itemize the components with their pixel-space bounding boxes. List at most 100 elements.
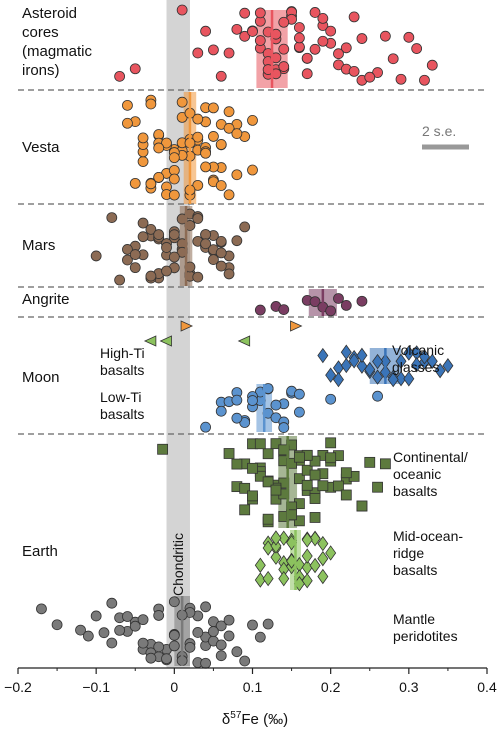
- annotation-line: Continental/: [393, 449, 468, 465]
- data-point: [309, 43, 321, 55]
- annotation-label: Low-Ti basalts: [100, 389, 144, 422]
- data-point: [223, 448, 235, 459]
- x-tick-label: 0: [170, 679, 178, 695]
- data-point: [372, 353, 384, 370]
- data-point: [137, 614, 149, 626]
- data-point: [231, 458, 243, 470]
- data-point: [184, 641, 196, 653]
- data-point: [293, 41, 305, 53]
- data-point: [192, 271, 204, 283]
- data-point: [208, 626, 219, 637]
- data-point: [192, 131, 204, 143]
- data-point: [325, 393, 337, 405]
- data-point: [215, 139, 227, 150]
- data-point: [317, 550, 329, 567]
- data-point: [137, 637, 149, 649]
- data-point: [208, 254, 219, 266]
- annotation-line: Mid-ocean-: [393, 528, 463, 544]
- separators-layer: [18, 89, 487, 435]
- data-point: [278, 530, 290, 546]
- group-label-line: Asteroid: [22, 5, 77, 22]
- data-point: [239, 7, 251, 19]
- data-point: [176, 96, 188, 108]
- data-point: [254, 438, 266, 450]
- data-point: [348, 11, 360, 23]
- group-label: Vesta: [22, 139, 60, 156]
- data-point: [208, 102, 219, 114]
- data-point: [215, 235, 227, 247]
- data-point: [395, 353, 407, 369]
- data-point: [75, 624, 86, 636]
- data-point: [223, 47, 235, 59]
- data-point: [270, 484, 282, 496]
- annotation-line: basalts: [100, 362, 144, 378]
- data-point: [122, 611, 133, 622]
- data-point: [372, 390, 383, 402]
- data-point: [223, 268, 235, 280]
- data-point: [270, 538, 282, 554]
- data-point: [114, 274, 126, 286]
- data-point: [395, 73, 407, 85]
- data-point: [356, 33, 368, 44]
- data-point: [309, 493, 321, 504]
- data-point: [325, 545, 337, 561]
- data-point: [340, 42, 352, 54]
- data-point: [192, 113, 204, 125]
- data-point: [309, 530, 321, 547]
- data-point: [200, 238, 212, 250]
- data-point: [168, 152, 180, 164]
- data-point: [215, 70, 227, 82]
- data-point: [82, 630, 94, 642]
- data-point: [223, 189, 235, 201]
- data-point: [106, 637, 118, 649]
- data-point: [129, 249, 141, 260]
- data-point: [301, 52, 313, 64]
- data-point: [153, 171, 165, 183]
- data-point: [200, 657, 212, 669]
- data-point: [348, 353, 360, 369]
- data-point: [161, 137, 172, 149]
- mean-bars-layer: [180, 10, 387, 666]
- data-point: [157, 443, 169, 455]
- data-point: [317, 13, 329, 24]
- x-tick-label: −0.1: [82, 679, 110, 695]
- data-point: [137, 231, 149, 243]
- data-point: [239, 482, 251, 494]
- group-label-line: Mars: [22, 237, 55, 254]
- data-point: [270, 438, 282, 450]
- data-point: [200, 229, 212, 240]
- data-point: [98, 627, 110, 639]
- data-point: [364, 456, 376, 468]
- data-point: [129, 177, 141, 189]
- annotation-line: High-Ti: [100, 345, 145, 361]
- data-point: [340, 344, 352, 360]
- data-point: [239, 221, 251, 233]
- data-point: [122, 254, 133, 266]
- group-label-line: Angrite: [22, 291, 70, 308]
- data-point: [270, 530, 282, 546]
- data-point: [168, 173, 180, 185]
- data-point: [301, 573, 313, 589]
- data-point: [254, 304, 266, 316]
- data-point: [208, 131, 219, 142]
- data-point: [231, 412, 243, 424]
- data-point: [442, 358, 454, 374]
- x-tick-label: 0.3: [399, 679, 419, 695]
- data-point: [161, 653, 172, 665]
- data-point: [215, 180, 227, 191]
- data-point: [426, 59, 438, 71]
- data-point: [114, 624, 126, 636]
- group-label-line: (magmatic: [22, 43, 93, 60]
- data-point: [317, 535, 329, 552]
- data-point: [364, 361, 376, 378]
- data-point: [262, 448, 274, 460]
- group-label-line: Earth: [22, 543, 58, 560]
- data-point: [145, 98, 157, 110]
- data-point: [129, 63, 141, 75]
- data-point: [223, 630, 235, 642]
- points-layer: [36, 4, 454, 669]
- data-point: [309, 7, 321, 18]
- data-point: [153, 142, 165, 154]
- data-point: [293, 451, 305, 463]
- data-point: [254, 557, 266, 573]
